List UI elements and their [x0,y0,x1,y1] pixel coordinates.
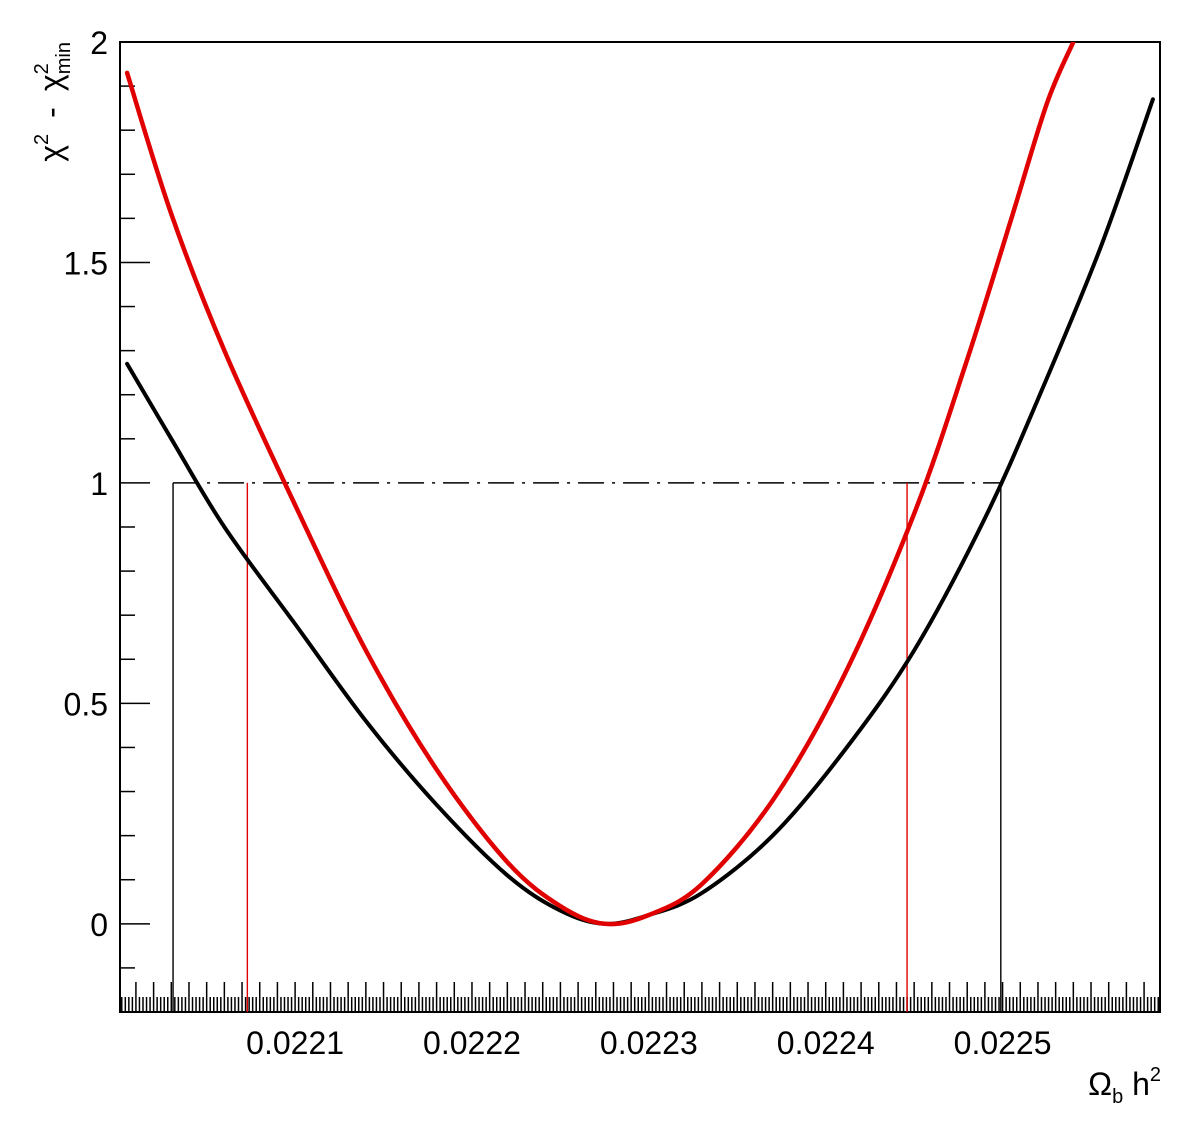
series-line [124,42,1076,927]
x-axis-title-rest: h [1123,1066,1150,1102]
plot-frame [119,41,1161,1013]
y-axis-title-sub2: min [53,42,75,74]
x-axis-title: Ωb h2 [1088,1064,1161,1108]
y-axis-title-sup2: 2 [31,63,53,74]
curves [124,42,1155,927]
x-tick-label: 0.0225 [954,1025,1052,1061]
x-tick-label: 0.0224 [777,1025,875,1061]
axis-ticks [120,41,1159,1013]
x-axis-title-sup: 2 [1150,1064,1161,1086]
y-axis-title-dash: - [33,107,69,118]
x-tick-label: 0.0222 [423,1025,521,1061]
y-tick-label: 1.5 [64,245,108,281]
y-axis-title: χ2-χ2min [31,42,75,162]
x-axis-title-sub: b [1112,1086,1123,1108]
y-axis-title-chi: χ [33,145,69,162]
series-line [125,97,1155,926]
x-axis-title-main: Ω [1088,1066,1112,1102]
x-tick-label: 0.0221 [246,1025,344,1061]
y-tick-label: 0 [90,907,108,943]
x-tick-label: 0.0223 [600,1025,698,1061]
reference-lines [172,482,1002,1012]
y-tick-label: 0.5 [64,686,108,722]
y-axis-title-chi2: χ [33,74,69,91]
tick-labels: 0.0221 0.0222 0.0223 0.0224 0.0225 0 0.5 1 1.5 2 [64,25,1052,1061]
y-tick-label: 2 [90,25,108,61]
y-axis-title-sup1: 2 [31,134,53,145]
y-tick-label: 1 [90,466,108,502]
